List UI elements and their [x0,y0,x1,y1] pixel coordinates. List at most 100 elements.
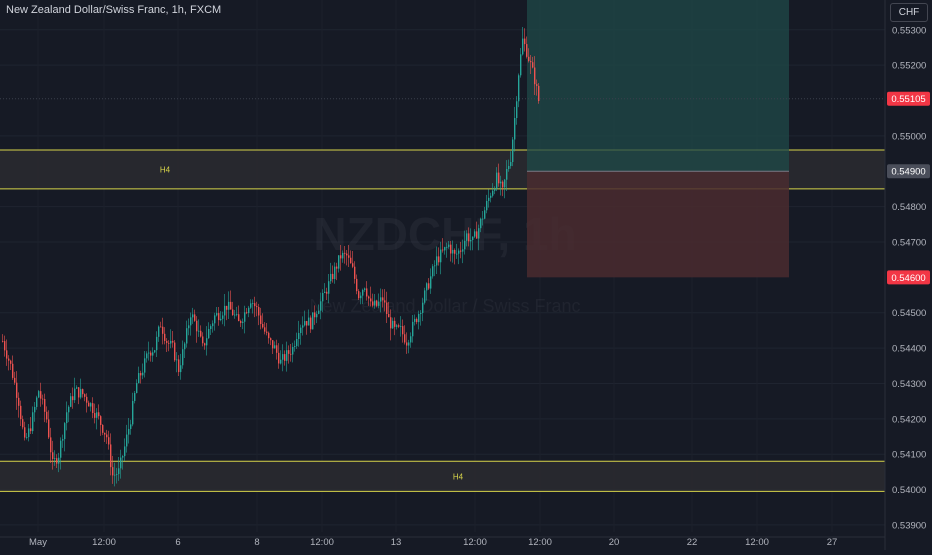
candle-body [256,306,258,308]
candle-body [390,317,392,329]
candle-body [124,446,126,457]
candle-body [82,389,84,395]
candle-body [408,342,410,346]
price-badge-label: 0.55105 [891,94,925,105]
candle-body [384,300,386,303]
h4-zone[interactable] [0,461,885,492]
candle-body [356,278,358,292]
candle-body [54,458,56,460]
candlestick-series [2,26,540,487]
candle-body [504,179,506,188]
candle-body [110,444,112,468]
currency-button[interactable]: CHF [890,3,928,22]
candle-body [26,437,28,438]
candle-body [376,300,378,306]
price-tick-label: 0.54200 [892,414,926,425]
candle-body [230,301,232,310]
candle-body [532,62,534,68]
candle-body [156,336,158,351]
candle-body [96,412,98,418]
candle-body [132,400,134,425]
candle-body [90,403,92,407]
candle-body [148,352,150,354]
candle-body [136,383,138,394]
candle-body [80,389,82,398]
candle-body [14,377,16,383]
candle-body [6,350,8,359]
candle-body [446,246,448,248]
candle-body [48,419,50,438]
price-badge-last [887,91,930,106]
long-position-tool [0,0,885,278]
candle-body [180,365,182,373]
candle-body [460,250,462,252]
price-axis[interactable]: 0.55300 0.55200 0.55000 0.54800 0.54700 0.545… [892,25,926,531]
candle-body [178,359,180,373]
candle-body [84,394,86,397]
candle-body [4,341,6,351]
candle-body [94,413,96,418]
candle-body [248,307,250,314]
time-tick-label: 20 [609,537,620,548]
candle-body [314,312,316,318]
candle-body [134,393,136,401]
price-tick-label: 0.55000 [892,131,926,142]
time-axis[interactable]: May 12:00 6 8 12:00 13 12:00 12:00 20 22 12:00 27 [29,537,837,548]
candle-body [484,210,486,219]
candle-body [514,118,516,140]
candle-body [482,218,484,220]
candle-body [492,190,494,196]
candle-body [306,321,308,326]
candle-body [362,289,364,296]
candle-body [208,328,210,339]
candle-body [174,342,176,361]
candle-body [396,325,398,327]
candle-body [296,339,298,347]
candle-body [62,439,64,441]
candle-body [130,424,132,429]
price-tick-label: 0.53900 [892,520,926,531]
candle-body [360,295,362,299]
candle-body [58,457,60,464]
candle-body [304,321,306,326]
candle-body [22,419,24,428]
candle-body [428,283,430,289]
candle-body [272,340,274,349]
candle-body [176,359,178,361]
candle-body [400,326,402,327]
candle-body [398,325,400,327]
time-tick-label: 27 [827,537,838,548]
candle-body [128,428,130,435]
candle-body [430,276,432,289]
candle-body [324,291,326,294]
candle-body [12,363,14,378]
candle-body [228,301,230,310]
stop-zone[interactable] [527,171,789,278]
time-tick-label: 13 [391,537,402,548]
candle-body [170,340,172,344]
candle-body [490,195,492,198]
candle-body [280,359,282,364]
candle-body [332,273,334,280]
candle-body [434,265,436,267]
candle-body [464,240,466,250]
candle-body [260,315,262,324]
candle-body [438,256,440,263]
candle-body [312,312,314,330]
candle-body [290,353,292,355]
candle-body [234,314,236,316]
candle-body [268,332,270,339]
candle-body [240,321,242,323]
candle-body [100,416,102,425]
candle-body [150,352,152,356]
candle-body [358,291,360,299]
candle-body [154,350,156,353]
candle-body [222,315,224,319]
candle-body [216,313,218,316]
target-zone[interactable] [527,0,789,172]
candle-body [186,328,188,344]
candle-body [308,317,310,326]
candle-body [414,318,416,322]
candle-body [538,85,540,102]
